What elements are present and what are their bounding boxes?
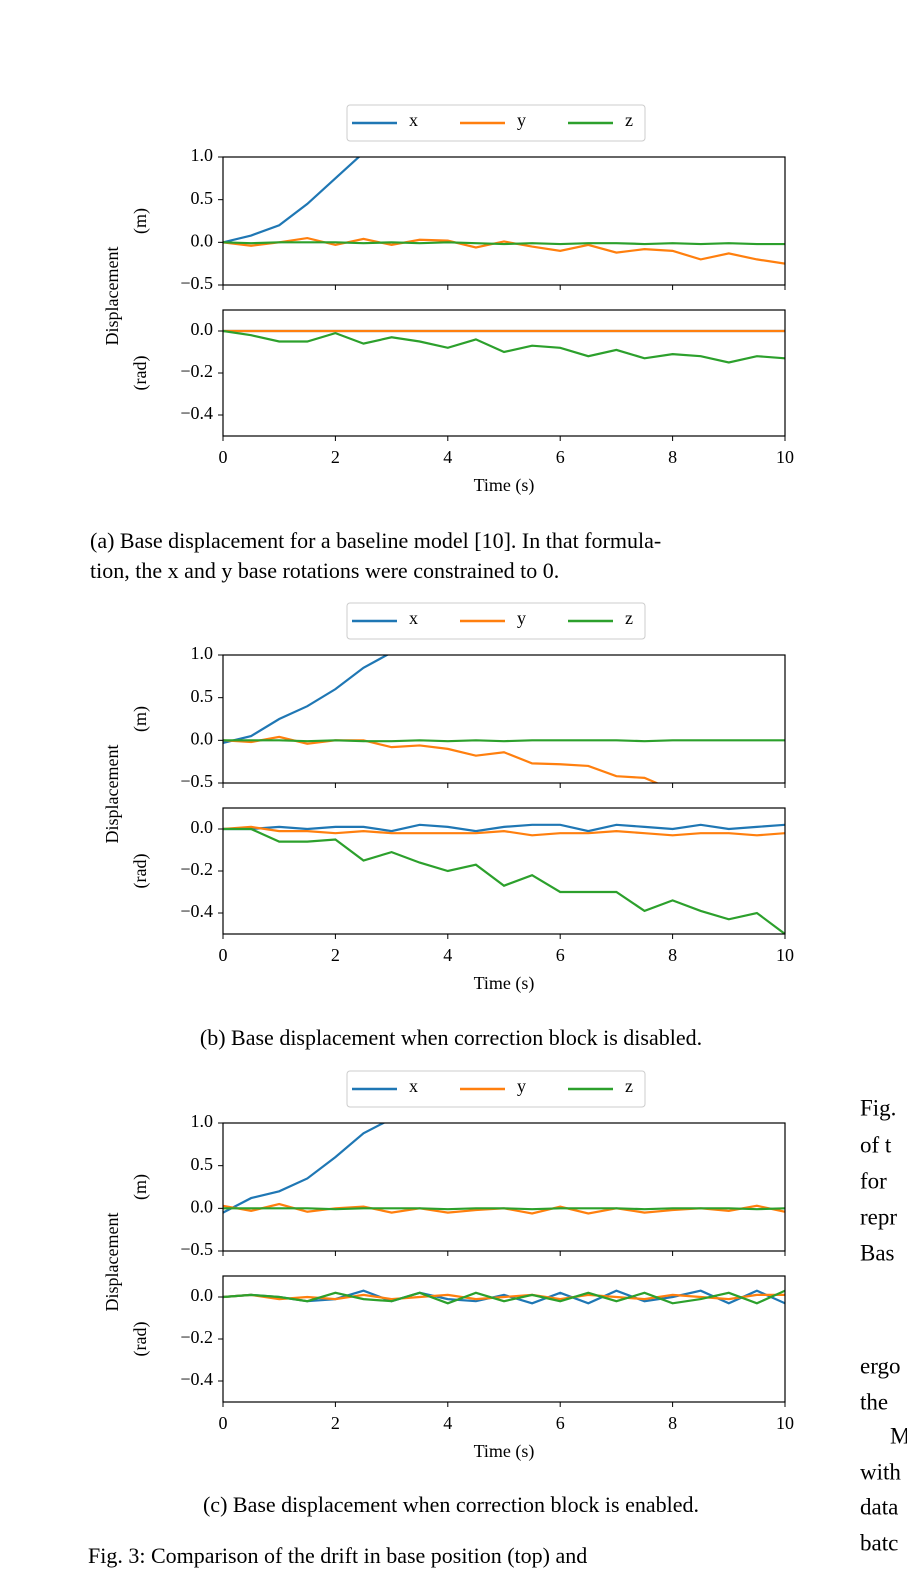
x-tick-label: 2 [331, 1413, 340, 1433]
y-tick-label: 0.5 [191, 188, 214, 208]
x-tick-label: 0 [219, 447, 228, 467]
x-tick-label: 0 [219, 1413, 228, 1433]
data-line [223, 825, 785, 837]
y-axis-label: (m) [130, 706, 151, 732]
x-tick-label: 8 [668, 945, 677, 965]
y-tick-label: −0.2 [180, 361, 213, 381]
y-tick-label: −0.5 [180, 1239, 213, 1259]
x-tick-label: 2 [331, 447, 340, 467]
data-line [223, 1289, 785, 1305]
y-axis-super-label: Displacement [102, 247, 122, 346]
x-tick-label: 6 [556, 447, 565, 467]
x-axis-label: Time (s) [474, 1441, 535, 1462]
legend-label: y [517, 110, 526, 130]
y-tick-label: −0.4 [180, 1369, 213, 1389]
x-tick-label: 10 [776, 945, 794, 965]
legend-label: x [409, 110, 418, 130]
y-tick-label: −0.2 [180, 859, 213, 879]
legend-label: z [625, 110, 633, 130]
data-line [223, 1207, 785, 1211]
side-text: with [860, 1459, 901, 1484]
x-tick-label: 2 [331, 945, 340, 965]
y-tick-label: 0.0 [191, 817, 214, 837]
y-axis-label: (m) [130, 1174, 151, 1200]
y-tick-label: 1.0 [191, 643, 214, 663]
side-text: data [860, 1494, 898, 1519]
side-text: Fig. [860, 1095, 896, 1120]
x-tick-label: 4 [443, 945, 452, 965]
y-axis-label: (rad) [130, 356, 151, 391]
legend-label: z [625, 608, 633, 628]
y-tick-label: −0.2 [180, 1327, 213, 1347]
side-text: Bas [860, 1240, 895, 1265]
side-text: for [860, 1168, 887, 1193]
figure-caption: Fig. 3: Comparison of the drift in base … [88, 1543, 587, 1568]
x-tick-label: 10 [776, 447, 794, 467]
side-text: the [860, 1389, 888, 1414]
y-axis-super-label: Displacement [102, 745, 122, 844]
side-text: batc [860, 1530, 898, 1555]
legend-label: z [625, 1076, 633, 1096]
y-axis-label: (rad) [130, 1322, 151, 1357]
y-axis-super-label: Displacement [102, 1213, 122, 1312]
y-tick-label: 0.0 [191, 1196, 214, 1216]
side-text: of t [860, 1132, 892, 1157]
data-line [223, 827, 785, 934]
data-line [223, 157, 361, 244]
legend-label: y [517, 1076, 526, 1096]
plot-frame [222, 1122, 786, 1252]
y-tick-label: 0.5 [191, 1154, 214, 1174]
side-text: ergo [860, 1353, 900, 1378]
data-line [223, 735, 660, 783]
y-tick-label: 0.0 [191, 319, 214, 339]
x-tick-label: 4 [443, 1413, 452, 1433]
data-line [223, 1123, 386, 1214]
y-tick-label: 0.0 [191, 1285, 214, 1305]
legend-label: y [517, 608, 526, 628]
legend-label: x [409, 1076, 418, 1096]
data-line [223, 236, 785, 265]
data-line [223, 655, 390, 744]
x-tick-label: 8 [668, 447, 677, 467]
data-line [223, 241, 785, 246]
x-tick-label: 6 [556, 945, 565, 965]
plot-frame [222, 309, 786, 437]
subfigure-caption: (b) Base displacement when correction bl… [200, 1025, 702, 1050]
x-tick-label: 6 [556, 1413, 565, 1433]
x-axis-label: Time (s) [474, 475, 535, 496]
data-line [223, 1289, 785, 1305]
y-tick-label: 0.0 [191, 728, 214, 748]
y-tick-label: 1.0 [191, 1111, 214, 1131]
y-tick-label: −0.4 [180, 901, 213, 921]
y-tick-label: 1.0 [191, 145, 214, 165]
y-axis-label: (m) [130, 208, 151, 234]
data-line [223, 329, 785, 364]
subfigure-caption: tion, the x and y base rotations were co… [90, 558, 559, 583]
y-tick-label: 0.5 [191, 686, 214, 706]
side-text: repr [860, 1204, 897, 1229]
plot-frame [222, 654, 786, 784]
legend-label: x [409, 608, 418, 628]
x-tick-label: 0 [219, 945, 228, 965]
y-tick-label: 0.0 [191, 230, 214, 250]
x-tick-label: 10 [776, 1413, 794, 1433]
data-line [223, 823, 785, 833]
subfigure-caption: (c) Base displacement when correction bl… [203, 1492, 699, 1517]
y-tick-label: −0.5 [180, 273, 213, 293]
y-axis-label: (rad) [130, 854, 151, 889]
x-tick-label: 4 [443, 447, 452, 467]
plot-frame [222, 156, 786, 286]
data-line [223, 739, 785, 743]
x-axis-label: Time (s) [474, 973, 535, 994]
subfigure-caption: (a) Base displacement for a baseline mod… [90, 528, 661, 553]
y-tick-label: −0.5 [180, 771, 213, 791]
side-text: M [890, 1423, 907, 1448]
x-tick-label: 8 [668, 1413, 677, 1433]
y-tick-label: −0.4 [180, 403, 213, 423]
